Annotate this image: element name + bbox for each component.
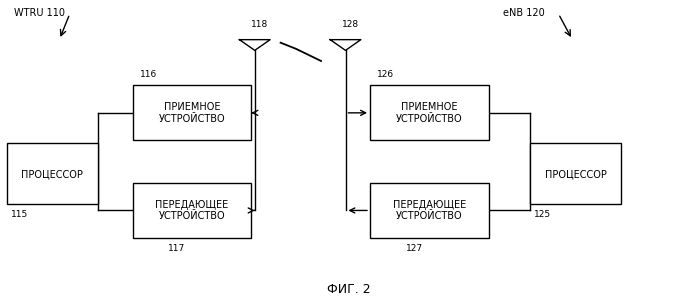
Text: ПЕРЕДАЮЩЕЕ
УСТРОЙСТВО: ПЕРЕДАЮЩЕЕ УСТРОЙСТВО — [156, 200, 228, 221]
Text: 117: 117 — [168, 244, 186, 253]
Bar — [370, 85, 489, 140]
Text: 125: 125 — [534, 210, 551, 220]
Text: 126: 126 — [377, 70, 394, 79]
Text: ПЕРЕДАЮЩЕЕ
УСТРОЙСТВО: ПЕРЕДАЮЩЕЕ УСТРОЙСТВО — [393, 200, 466, 221]
Text: 128: 128 — [342, 20, 359, 29]
Text: ПРОЦЕССОР: ПРОЦЕССОР — [22, 169, 83, 179]
Text: ПРИЕМНОЕ
УСТРОЙСТВО: ПРИЕМНОЕ УСТРОЙСТВО — [396, 102, 463, 124]
Text: ПРОЦЕССОР: ПРОЦЕССОР — [545, 169, 607, 179]
Bar — [133, 85, 251, 140]
Bar — [133, 183, 251, 238]
Bar — [7, 143, 98, 204]
Text: ФИГ. 2: ФИГ. 2 — [327, 283, 371, 296]
Bar — [370, 183, 489, 238]
Text: 116: 116 — [140, 70, 157, 79]
Text: eNB 120: eNB 120 — [503, 8, 544, 18]
Text: 118: 118 — [251, 20, 269, 29]
Bar — [530, 143, 621, 204]
Text: 127: 127 — [406, 244, 423, 253]
Text: ПРИЕМНОЕ
УСТРОЙСТВО: ПРИЕМНОЕ УСТРОЙСТВО — [158, 102, 225, 124]
Text: 115: 115 — [10, 210, 28, 220]
Text: WTRU 110: WTRU 110 — [14, 8, 65, 18]
